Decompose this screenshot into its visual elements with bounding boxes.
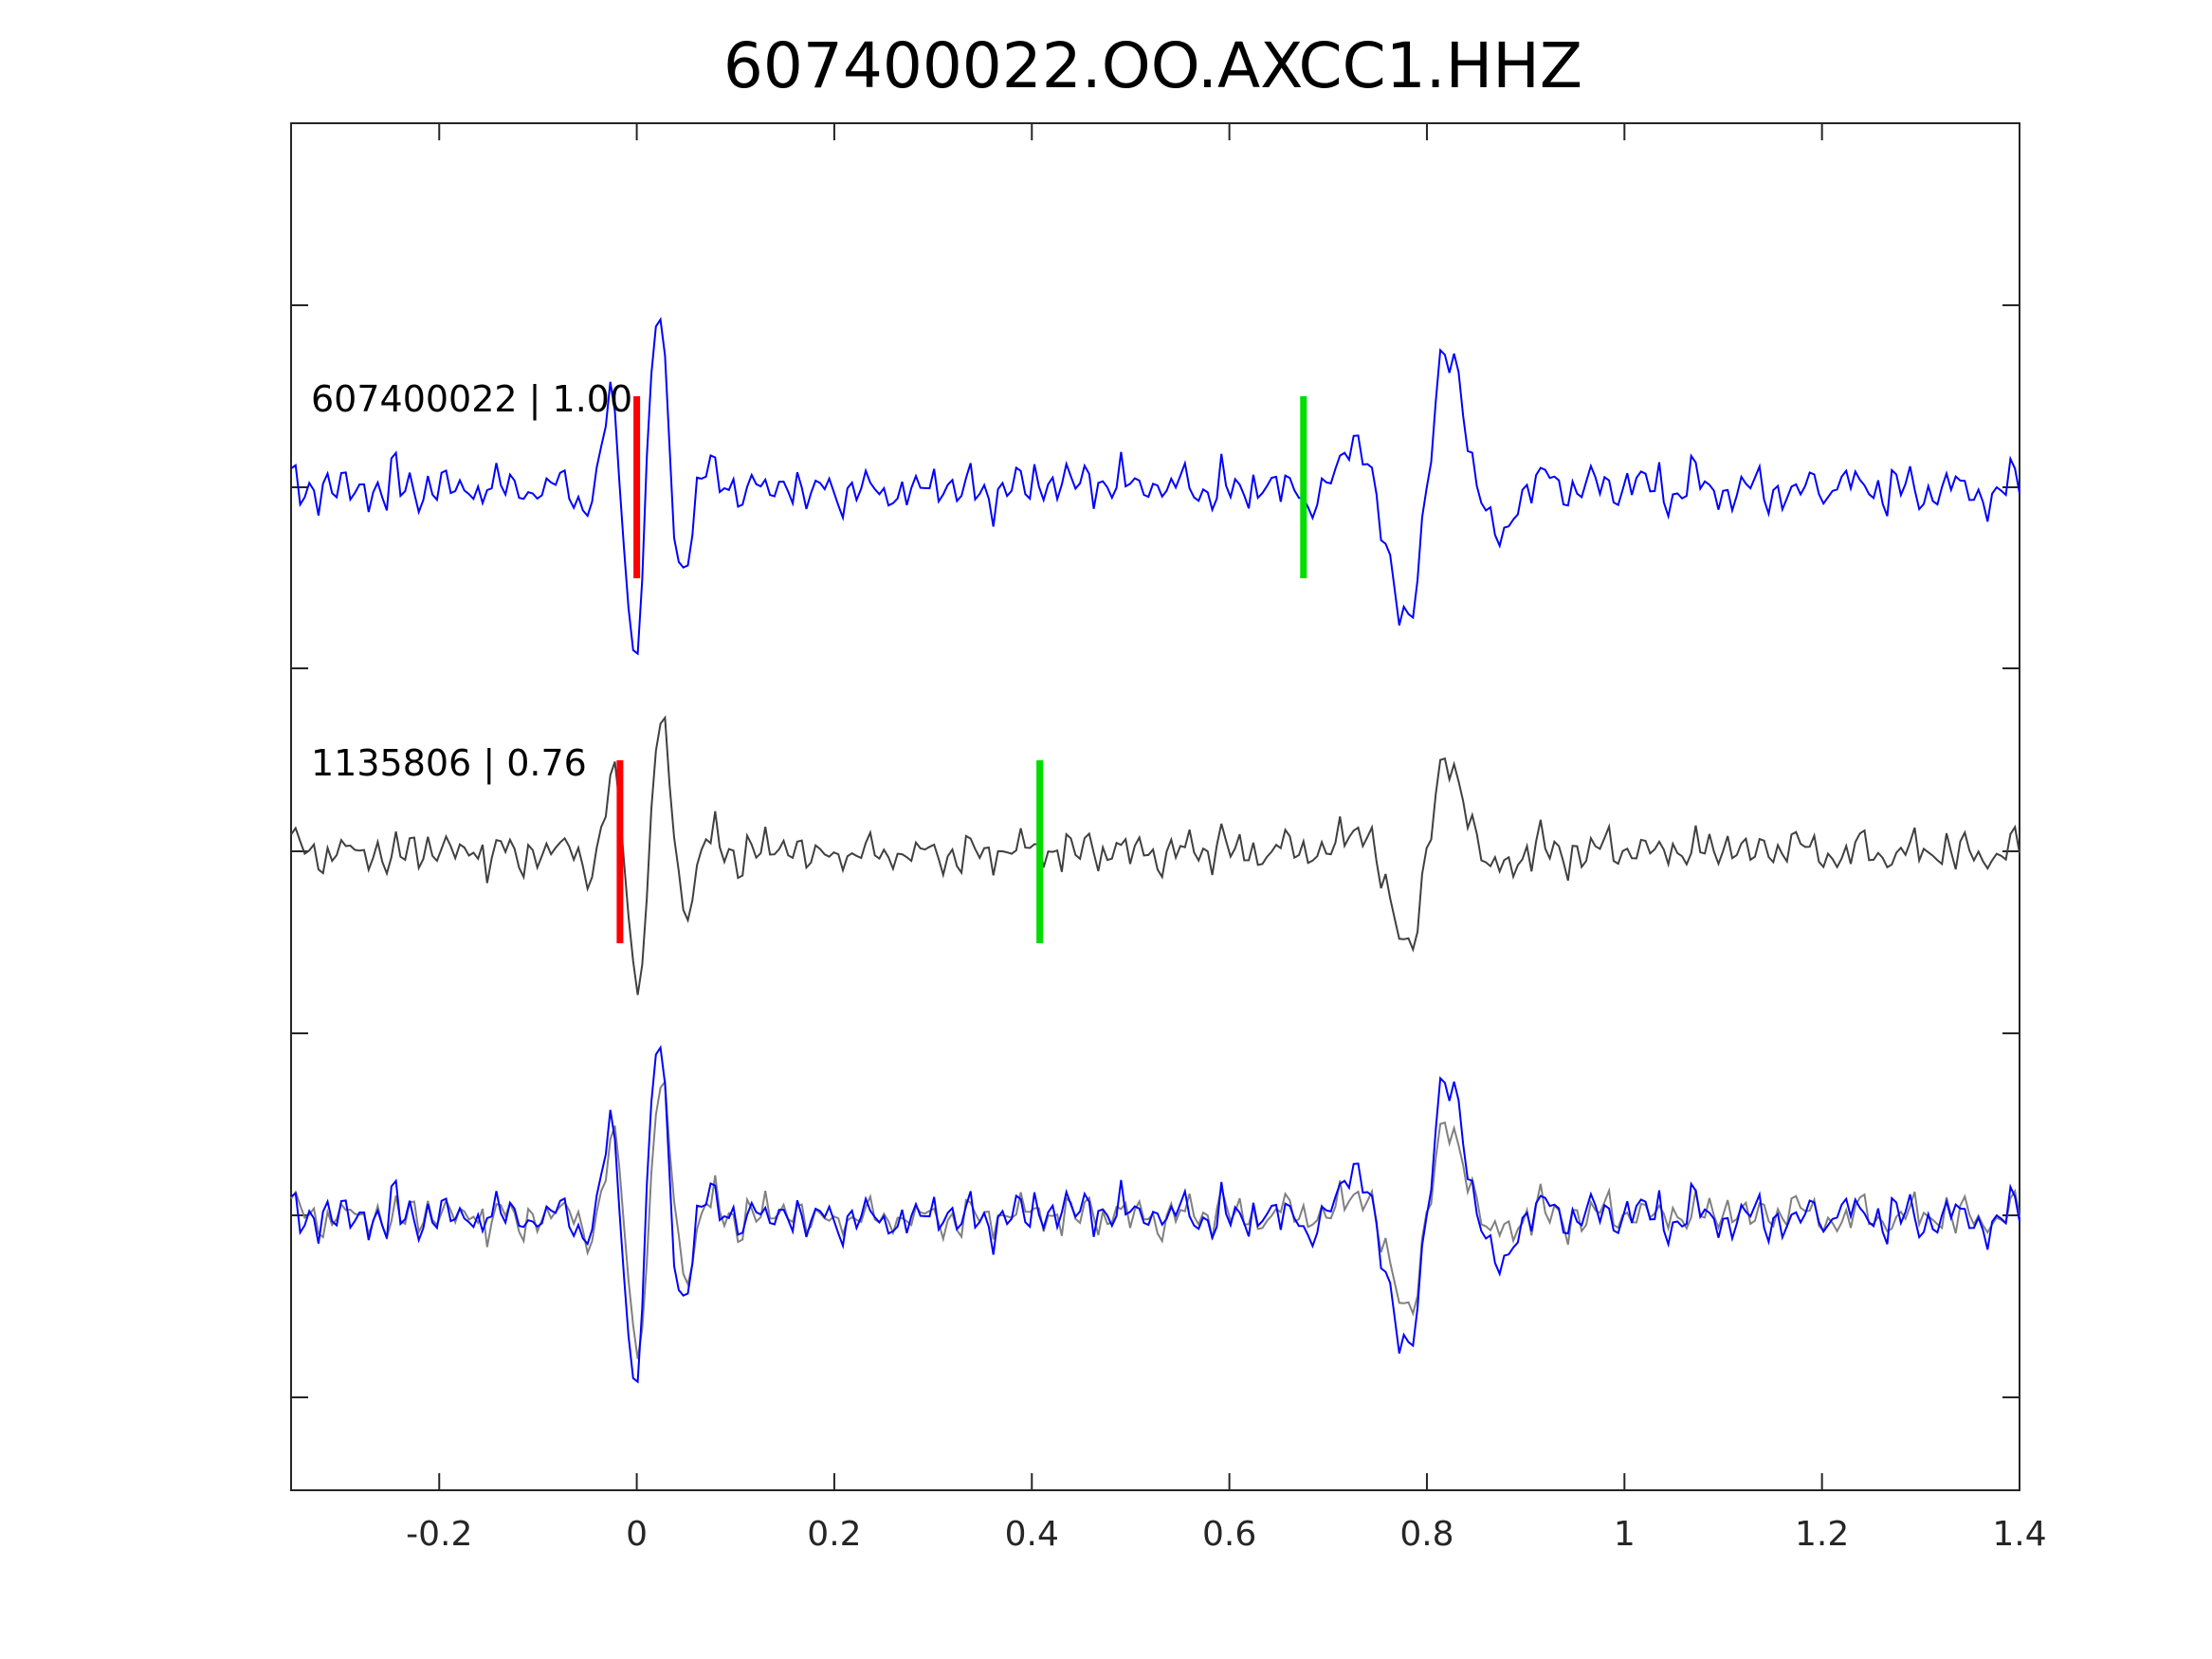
x-axis-ticks: -0.2 0 0.2 0.4 0.6 0.8 1 1.2 1.4 [406, 123, 2047, 1554]
x-tick-label: -0.2 [406, 1515, 472, 1554]
plot-axes [290, 122, 2020, 1491]
x-tick-label: 0.8 [1399, 1515, 1453, 1554]
x-tick-label: 0 [626, 1515, 648, 1554]
axes-box [290, 122, 2020, 1491]
trace-2-waveform [290, 715, 2020, 995]
waveform-traces [290, 317, 2020, 1384]
trace-1-waveform [290, 317, 2020, 656]
phase-picks [616, 396, 1307, 943]
chart-title: 607400022.OO.AXCC1.HHZ [723, 29, 1582, 102]
trace-label-2: 1135806 | 0.76 [311, 742, 587, 785]
x-tick-label: 0.6 [1202, 1515, 1256, 1554]
x-tick-label: 0.2 [807, 1515, 861, 1554]
x-tick-label: 1 [1614, 1515, 1636, 1554]
trace-label-1: 607400022 | 1.00 [311, 378, 632, 421]
overlay-gray-waveform [290, 1079, 2020, 1359]
x-tick-label: 1.4 [1992, 1515, 2046, 1554]
x-tick-label: 0.4 [1005, 1515, 1059, 1554]
overlay-blue-waveform [290, 1045, 2020, 1384]
x-tick-label: 1.2 [1795, 1515, 1849, 1554]
